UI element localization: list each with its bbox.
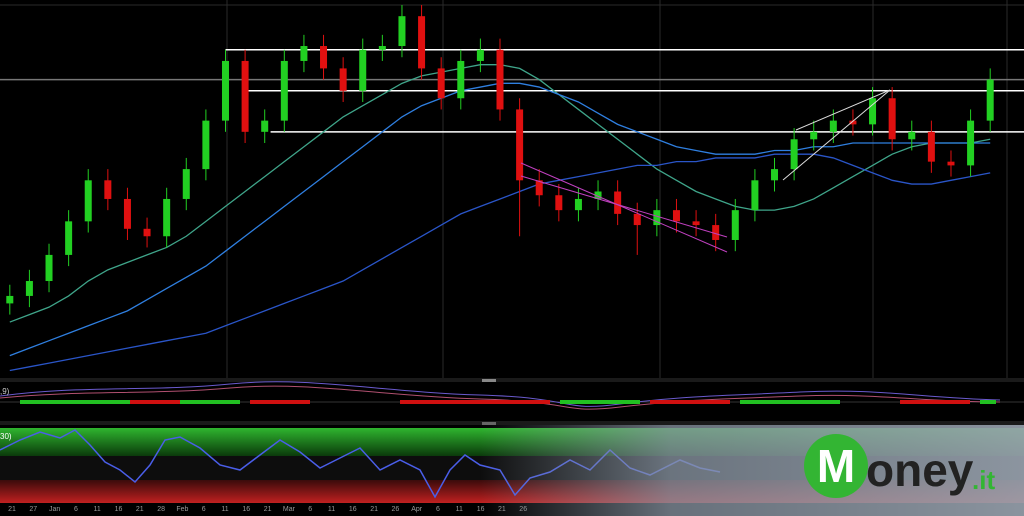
x-tick-label: Apr <box>411 506 423 513</box>
x-tick-label: 16 <box>115 506 123 513</box>
candle-body <box>888 98 896 140</box>
logo: M oney .it <box>804 434 995 498</box>
candle-body <box>398 16 406 47</box>
candle-body <box>104 180 112 199</box>
candle-body <box>731 210 739 240</box>
candle-body <box>202 120 210 170</box>
candle-body <box>712 225 720 240</box>
candle-body <box>790 139 798 170</box>
candle-body <box>476 49 484 61</box>
x-tick-label: 16 <box>242 506 250 513</box>
moving-average <box>9 153 991 372</box>
candle-body <box>280 60 288 121</box>
candle-body <box>908 131 916 140</box>
candle-body <box>143 228 151 237</box>
candle-body <box>65 221 73 255</box>
oscillator-panel <box>0 381 1024 410</box>
x-tick-label: 16 <box>349 506 357 513</box>
x-tick-label: 11 <box>456 506 463 513</box>
candle-body <box>947 161 955 166</box>
candle-body <box>771 169 779 181</box>
x-tick-label: 11 <box>328 506 335 513</box>
candle-body <box>261 120 269 132</box>
candle-body <box>378 46 386 50</box>
candle-body <box>84 180 92 222</box>
candle-body <box>516 109 524 181</box>
watermark-shade <box>480 425 1024 516</box>
candle-body <box>633 213 641 226</box>
candle-body <box>555 195 563 211</box>
panel-label: 30) <box>0 432 12 441</box>
x-tick-label: Jan <box>49 506 60 513</box>
candle-body <box>751 180 759 211</box>
candle-body <box>418 16 426 69</box>
candle-body <box>45 254 53 282</box>
candle-body <box>241 60 249 132</box>
candle-body <box>986 79 994 121</box>
x-tick-label: 11 <box>221 506 228 513</box>
x-tick-label: 28 <box>157 506 165 513</box>
x-tick-label: 27 <box>29 506 37 513</box>
candle-body <box>6 295 14 304</box>
candle-body <box>829 120 837 132</box>
x-tick-label: 6 <box>202 506 206 513</box>
x-tick-label: 21 <box>8 506 16 513</box>
candle-body <box>849 120 857 125</box>
candle-body <box>672 210 680 222</box>
logo-circle <box>804 434 868 498</box>
candle-body <box>163 198 171 237</box>
channel-line <box>520 175 728 238</box>
candle-body <box>535 180 543 196</box>
x-tick-label: 21 <box>370 506 378 513</box>
candle-body <box>574 198 582 211</box>
x-tick-label: Mar <box>283 506 296 513</box>
candle-body <box>967 120 975 166</box>
logo-initial: M <box>817 440 855 492</box>
channel-line <box>520 162 728 253</box>
candle-body <box>692 221 700 226</box>
trend-line <box>795 89 891 131</box>
x-tick-label: 26 <box>392 506 400 513</box>
logo-suffix: .it <box>972 465 995 495</box>
candle-body <box>496 49 504 110</box>
candle-body <box>810 131 818 140</box>
candle-body <box>653 210 661 226</box>
candle-body <box>123 198 131 229</box>
logo-text: oney <box>866 444 974 496</box>
candle-body <box>339 68 347 91</box>
x-tick-label: 11 <box>94 506 101 513</box>
divider <box>0 378 1024 382</box>
trend-line <box>782 89 891 181</box>
candle-body <box>182 169 190 199</box>
x-tick-label: 21 <box>264 506 272 513</box>
x-tick-label: 6 <box>308 506 312 513</box>
x-tick-label: 6 <box>436 506 440 513</box>
panel-label: ,9) <box>0 387 10 396</box>
candle-body <box>320 46 328 69</box>
candle-body <box>614 191 622 214</box>
candle-body <box>359 49 367 91</box>
splitter-handle[interactable] <box>482 422 496 425</box>
candle-body <box>927 131 935 162</box>
x-tick-label: Feb <box>176 506 188 513</box>
candle-body <box>25 281 33 296</box>
splitter-handle[interactable] <box>482 379 496 382</box>
candle-body <box>457 60 465 99</box>
candle-body <box>437 68 445 99</box>
x-tick-label: 6 <box>74 506 78 513</box>
candle-body <box>594 191 602 199</box>
candle-body <box>300 46 308 61</box>
candle-body <box>221 60 229 121</box>
price-panel <box>0 5 1024 372</box>
x-tick-label: 21 <box>136 506 144 513</box>
candle-body <box>869 98 877 125</box>
divider <box>0 421 1024 425</box>
